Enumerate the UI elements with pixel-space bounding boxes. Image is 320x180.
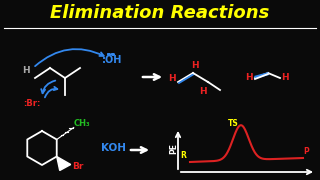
Text: P: P [303, 147, 309, 156]
Text: H: H [199, 87, 207, 96]
FancyArrowPatch shape [35, 49, 104, 66]
Text: CH₃: CH₃ [74, 119, 90, 128]
Text: :OH: :OH [102, 55, 122, 65]
Text: H: H [281, 73, 289, 82]
Text: KOH: KOH [100, 143, 125, 153]
Text: Elimination Reactions: Elimination Reactions [50, 4, 270, 22]
FancyArrowPatch shape [41, 81, 55, 93]
Text: H: H [22, 66, 30, 75]
Text: PE: PE [170, 143, 179, 154]
Text: Br: Br [72, 162, 83, 171]
Text: H: H [245, 73, 253, 82]
Text: H: H [191, 60, 199, 69]
Polygon shape [57, 156, 71, 170]
FancyArrowPatch shape [45, 87, 57, 97]
Text: TS: TS [228, 119, 238, 128]
Text: H: H [168, 73, 176, 82]
Text: :Br:: :Br: [23, 98, 41, 107]
Text: R: R [180, 151, 186, 160]
